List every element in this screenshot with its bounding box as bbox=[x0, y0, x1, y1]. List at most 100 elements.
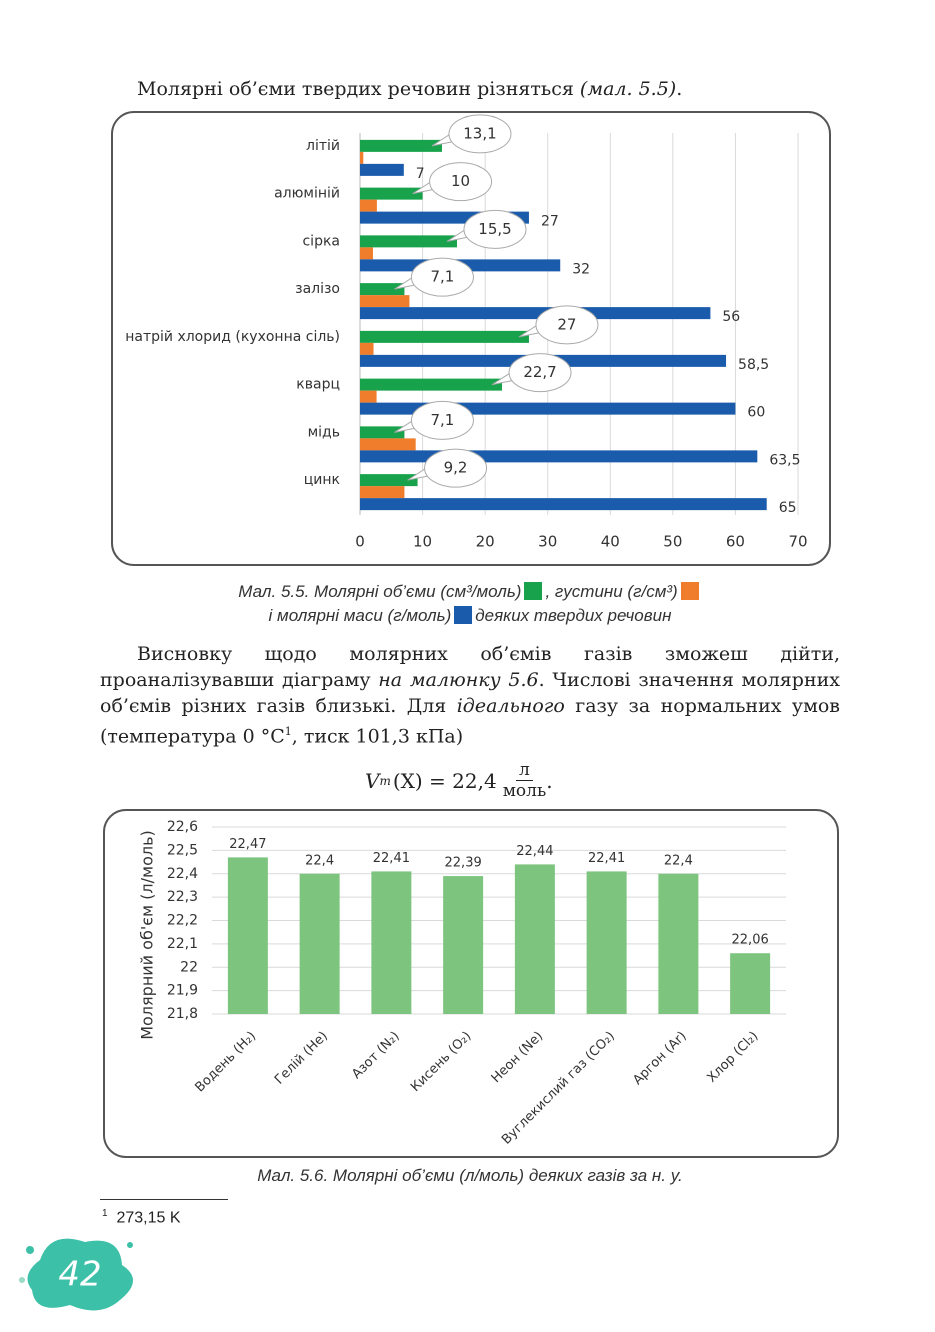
callout bbox=[535, 305, 599, 345]
paragraph: Висновку щодо молярних об’ємів газів змо… bbox=[100, 641, 840, 749]
text: газу за нормальних умов (температура 0 °… bbox=[100, 695, 840, 748]
callout bbox=[410, 400, 474, 440]
value-label: 22,7 bbox=[523, 363, 556, 381]
legend-text: , густини (г/см³) bbox=[545, 582, 678, 601]
value-label: 22,41 bbox=[588, 851, 625, 866]
y-tick-label: натрій хлорид (кухонна сіль) bbox=[125, 329, 340, 345]
caption-text: деяких твердих речовин bbox=[475, 606, 672, 625]
page-badge: 42 bbox=[19, 1238, 134, 1311]
legend-swatch bbox=[454, 606, 473, 624]
y-tick-label: залізо bbox=[295, 281, 340, 297]
bar bbox=[360, 163, 404, 176]
legend-swatch bbox=[524, 582, 543, 600]
footnote-mark: 1 bbox=[102, 1208, 108, 1219]
bar bbox=[360, 295, 410, 308]
y-tick-label: літій bbox=[306, 138, 340, 154]
footnote-text: 273,15 K bbox=[116, 1209, 181, 1227]
bar bbox=[360, 342, 374, 355]
paragraph: Молярні об’єми твердих речовин різняться… bbox=[137, 76, 682, 102]
y-tick-label: сірка bbox=[302, 233, 340, 249]
legend-text: і молярні маси (г/моль) bbox=[268, 606, 452, 625]
chart: 21,8 21,9 22 22,1 22,2 22,3 22,4 22,5 22,6 Молярн… bbox=[103, 809, 839, 1158]
y-tick-label: 21,8 bbox=[167, 1006, 198, 1022]
value-label: 58,5 bbox=[738, 357, 769, 373]
value-label: 22,41 bbox=[373, 851, 410, 866]
bar bbox=[360, 390, 377, 403]
value-label: 65 bbox=[779, 500, 797, 516]
value-label: 22,39 bbox=[445, 856, 482, 871]
caption-text: Мал. 5.5. bbox=[238, 582, 310, 601]
x-tick-label: 0 bbox=[355, 533, 365, 551]
chart: 0 10 20 30 40 50 60 70 літій 13,1 7 алюміній 10 27 сір… bbox=[111, 111, 831, 566]
page-number: 42 bbox=[58, 1255, 101, 1295]
bar bbox=[360, 187, 423, 200]
bar bbox=[360, 139, 442, 152]
bar bbox=[586, 871, 627, 1014]
value-label: 22,44 bbox=[516, 844, 553, 859]
legend-swatch bbox=[680, 582, 699, 600]
y-tick-label: кварц bbox=[296, 377, 340, 393]
footnote-rule bbox=[100, 1199, 228, 1200]
bar bbox=[227, 857, 268, 1014]
figure-ref: (мал. 5.5) bbox=[579, 78, 677, 100]
dot bbox=[19, 1277, 25, 1283]
text: . bbox=[546, 768, 553, 793]
symbol: V bbox=[365, 768, 380, 793]
value-label: 22,4 bbox=[305, 853, 334, 868]
bar bbox=[360, 330, 529, 343]
text: , тиск 101,3 кПа) bbox=[291, 725, 464, 748]
bar bbox=[360, 307, 711, 320]
value-label: 22,06 bbox=[732, 933, 769, 948]
callout bbox=[424, 448, 488, 488]
bar bbox=[360, 247, 373, 260]
value-label: 7,1 bbox=[430, 411, 454, 429]
caption: Мал. 5.5. Молярні об’єми (см³/моль) , гус… bbox=[120, 580, 820, 628]
y-tick-label: 22 bbox=[180, 959, 198, 975]
bar bbox=[360, 378, 503, 391]
figure-ref: на малюнку 5.6 bbox=[378, 669, 539, 691]
bar bbox=[299, 873, 340, 1014]
value-label: 60 bbox=[747, 405, 765, 421]
bar bbox=[360, 235, 457, 248]
bar bbox=[360, 283, 405, 296]
bar bbox=[360, 498, 767, 511]
y-axis-title: Молярний об'єм (л/моль) bbox=[138, 830, 157, 1040]
value-label: 13,1 bbox=[463, 124, 496, 142]
y-tick-label: 22,3 bbox=[167, 889, 198, 905]
subscript: m bbox=[379, 773, 391, 788]
text: (X) = 22,4 bbox=[392, 768, 497, 793]
bar bbox=[514, 864, 555, 1014]
callout bbox=[410, 257, 474, 297]
text: . bbox=[676, 78, 683, 100]
bar bbox=[360, 450, 758, 463]
x-tick-label: 60 bbox=[726, 533, 745, 551]
value-label: 27 bbox=[541, 214, 559, 230]
value-label: 63,5 bbox=[769, 452, 800, 468]
y-tick-label: 21,9 bbox=[167, 983, 198, 999]
bar bbox=[360, 486, 405, 499]
x-tick-label: 20 bbox=[476, 533, 495, 551]
dot bbox=[127, 1242, 133, 1248]
callout bbox=[429, 162, 493, 202]
bar bbox=[371, 871, 412, 1014]
footnote-ref: 1 bbox=[284, 725, 292, 738]
y-tick-label: 22,6 bbox=[167, 819, 198, 835]
y-tick-label: мідь bbox=[308, 424, 340, 440]
dot bbox=[26, 1246, 34, 1254]
bar bbox=[730, 953, 771, 1014]
x-tick-label: 10 bbox=[413, 533, 432, 551]
bar bbox=[360, 426, 405, 439]
text: . Числові значення молярних об’ємів різн… bbox=[100, 669, 841, 717]
y-tick-label: 22,4 bbox=[167, 866, 198, 882]
bar bbox=[360, 474, 418, 487]
value-label: 32 bbox=[572, 261, 590, 277]
value-label: 15,5 bbox=[478, 220, 511, 238]
numerator: л bbox=[516, 760, 533, 781]
value-label: 10 bbox=[451, 172, 470, 190]
bar bbox=[658, 873, 699, 1014]
callout bbox=[508, 353, 572, 393]
value-label: 7,1 bbox=[430, 268, 454, 286]
y-tick-label: 22,5 bbox=[167, 842, 198, 858]
bar bbox=[360, 151, 364, 164]
